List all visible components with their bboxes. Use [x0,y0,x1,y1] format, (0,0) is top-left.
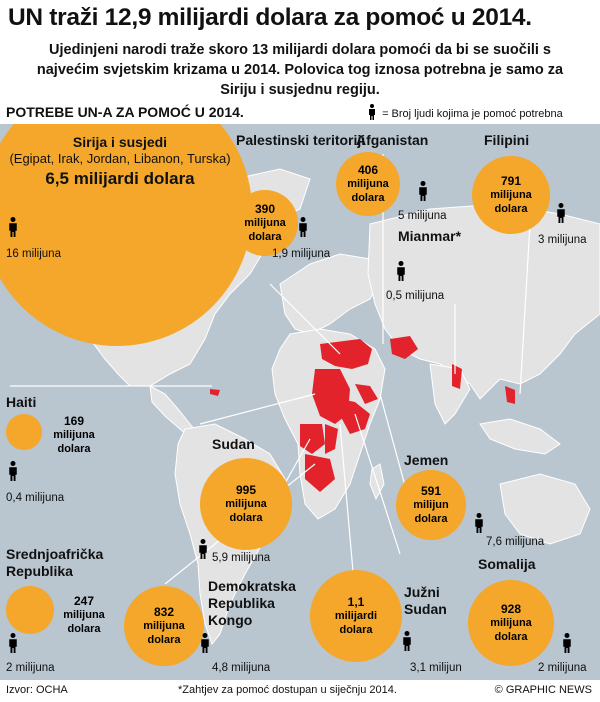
myanmar-people: 0,5 milijuna [386,290,445,302]
page-title: UN traži 12,9 milijardi dolara za pomoć … [8,4,532,31]
palestine-bubble: 390 milijuna dolara [232,190,298,256]
syria-countries: (Egipat, Irak, Jordan, Libanon, Turska) [9,151,231,166]
footnote: *Zahtjev za pomoć dostupan u siječnju 20… [178,684,397,696]
person-icon [419,181,427,201]
yemen-label: Jemen [404,452,449,468]
person-icon [397,261,405,281]
sudan-bubble: 995 milijuna dolara [200,458,292,550]
sudan-label: Sudan [212,436,255,452]
haiti-bubble [6,414,42,450]
person-icon [403,631,411,651]
car-label: Srednjoafrička Republika [6,546,104,579]
person-icon [299,217,307,237]
south-sudan-bubble: 1,1 milijardi dolara [310,570,402,662]
drc-people: 4,8 milijuna [212,662,271,674]
car-amount: 247 milijuna dolara [63,594,105,635]
person-icon [475,513,483,533]
subtitle: Ujedinjeni narodi traže skoro 13 milijar… [36,42,564,98]
drc-bubble: 832 milijuna dolara [124,586,204,666]
somalia-people: 2 milijuna [538,662,587,674]
philippines-bubble: 791 milijuna dolara [472,156,550,234]
credit: © GRAPHIC NEWS [494,684,592,696]
legend-text: = Broj ljudi kojima je pomoć potrebna [382,108,563,120]
yemen-bubble: 591 milijun dolara [396,470,466,540]
syria-label: Sirija i susjedi [72,134,168,150]
palestine-people: 1,9 milijuna [272,248,331,260]
haiti-amount: 169 milijuna dolara [53,414,95,455]
sudan-people: 5,9 milijuna [212,552,271,564]
philippines-people: 3 milijuna [538,234,587,246]
source: Izvor: OCHA [6,684,68,696]
somalia-label: Somalija [478,556,536,572]
philippines-label: Filipini [484,132,530,148]
world-map: Sirija i susjedi (Egipat, Irak, Jordan, … [0,124,600,680]
somalia-bubble: 928 milijuna dolara [468,580,554,666]
myanmar-label: Mianmar* [398,228,462,244]
syria-people: 16 milijuna [6,248,61,260]
syria-amount: 6,5 milijardi dolara [45,169,195,188]
person-icon [201,633,209,653]
car-people: 2 milijuna [6,662,55,674]
section-label: POTREBE UN-A ZA POMOĆ U 2014. [6,104,244,120]
palestine-label: Palestinski teritoriji [236,132,366,148]
afghanistan-bubble: 406 milijuna dolara [336,152,400,216]
drc-label: Demokratska Republika Kongo [208,578,296,628]
person-icon [9,633,17,653]
legend: = Broj ljudi kojima je pomoć potrebna [368,104,563,120]
person-icon [563,633,571,653]
haiti-people: 0,4 milijuna [6,492,65,504]
person-icon [369,104,375,120]
footer: Izvor: OCHA *Zahtjev za pomoć dostupan u… [0,680,600,702]
afghanistan-people: 5 milijuna [398,210,447,222]
person-icon [9,217,17,237]
person-icon [199,539,207,559]
crisis-regions [210,336,515,492]
person-icon [9,461,17,481]
car-bubble [6,586,54,634]
south-sudan-people: 3,1 milijun [410,662,462,674]
haiti-label: Haiti [6,394,37,410]
afghanistan-label: Afganistan [356,132,429,148]
yemen-people: 7,6 milijuna [486,536,545,548]
south-sudan-label: Južni Sudan [404,584,447,617]
person-icon [557,203,565,223]
